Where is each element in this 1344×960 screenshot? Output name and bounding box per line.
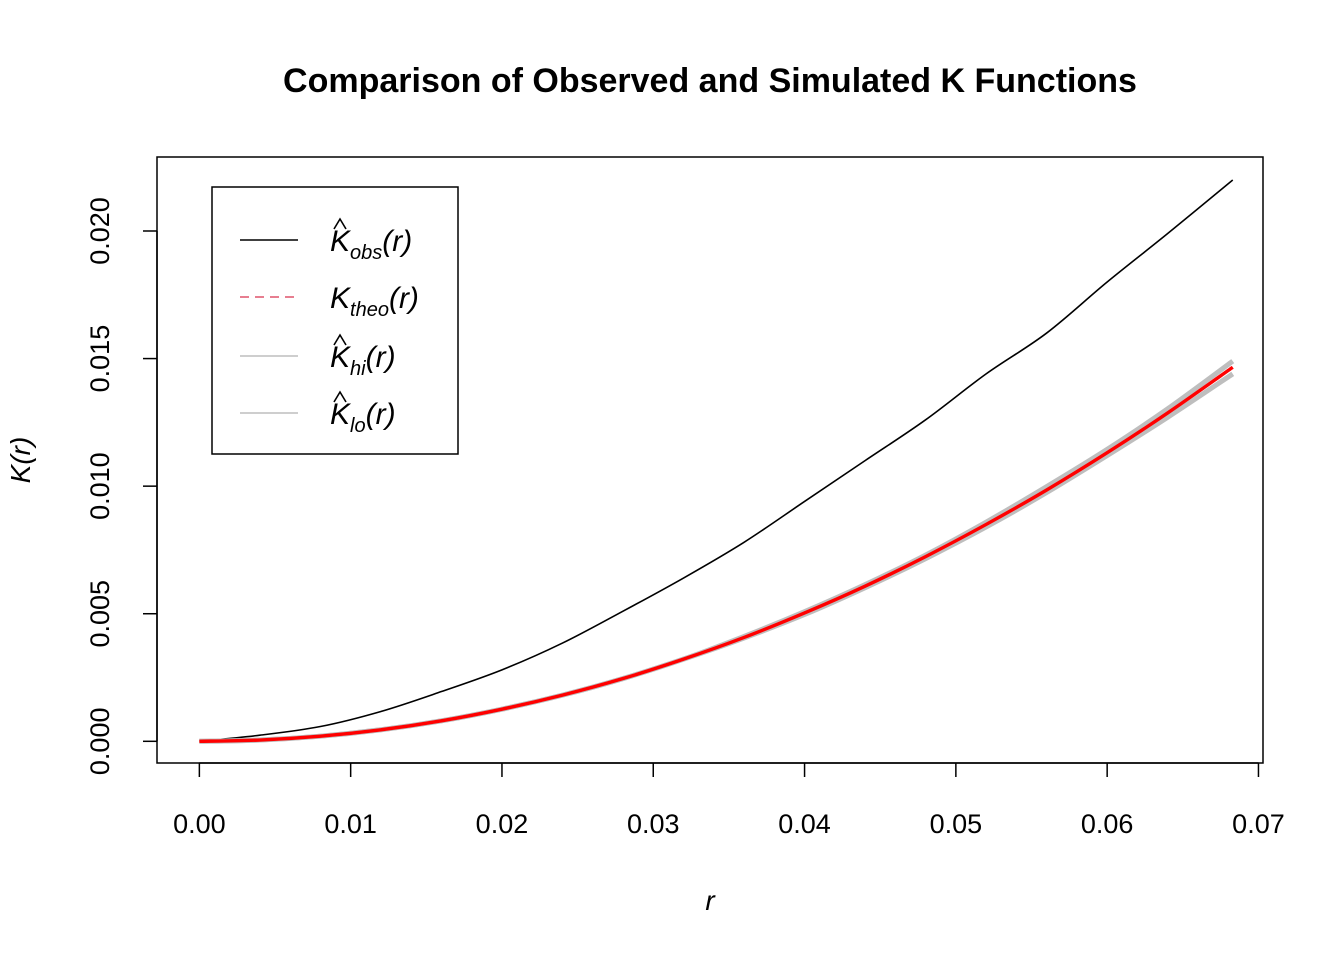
x-tick-label: 0.03 <box>627 809 680 839</box>
y-axis-label: K(r) <box>5 437 36 484</box>
x-tick-label: 0.02 <box>476 809 529 839</box>
legend-base: K <box>330 398 352 431</box>
x-axis-label: r <box>705 885 716 916</box>
legend-subscript: theo <box>350 299 389 321</box>
y-tick-label: 0.005 <box>85 580 115 648</box>
legend-label-hi: Khi(r) <box>330 341 396 380</box>
legend-tail: (r) <box>366 398 396 431</box>
y-axis: 0.000 0.005 0.010 0.015 0.020 <box>85 197 158 776</box>
y-tick-label: 0.000 <box>85 708 115 776</box>
legend-box <box>211 186 459 455</box>
x-tick-label: 0.05 <box>930 809 983 839</box>
y-tick-label: 0.010 <box>85 452 115 520</box>
y-tick-label: 0.020 <box>85 197 115 265</box>
legend-label-lo: Klo(r) <box>330 398 396 437</box>
legend-tail: (r) <box>382 225 412 258</box>
legend: Kobs(r)Ktheo(r)Khi(r)Klo(r) <box>211 186 459 455</box>
x-axis: 0.00 0.01 0.02 0.03 0.04 0.05 0.06 0.07 <box>173 762 1285 839</box>
legend-hat-icon <box>333 217 347 230</box>
x-tick-label: 0.04 <box>778 809 831 839</box>
legend-subscript: hi <box>350 358 366 380</box>
series-line-obs <box>199 179 1234 743</box>
series-line-theo <box>199 365 1234 744</box>
legend-base: K <box>330 341 352 374</box>
legend-label-obs: Kobs(r) <box>330 225 412 264</box>
x-tick-label: 0.07 <box>1232 809 1285 839</box>
legend-hat-icon <box>333 390 347 403</box>
y-tick-label: 0.015 <box>85 325 115 393</box>
legend-tail: (r) <box>366 341 396 374</box>
x-tick-label: 0.00 <box>173 809 226 839</box>
legend-hat-icon <box>333 333 347 346</box>
legend-base: K <box>330 282 352 315</box>
chart-title: Comparison of Observed and Simulated K F… <box>283 62 1137 100</box>
x-tick-label: 0.06 <box>1081 809 1134 839</box>
legend-tail: (r) <box>389 282 419 315</box>
legend-subscript: obs <box>350 242 382 264</box>
x-tick-label: 0.01 <box>324 809 377 839</box>
legend-base: K <box>330 225 352 258</box>
series-layer <box>199 179 1235 744</box>
legend-subscript: lo <box>350 415 366 437</box>
legend-label-theo: Ktheo(r) <box>330 282 419 321</box>
